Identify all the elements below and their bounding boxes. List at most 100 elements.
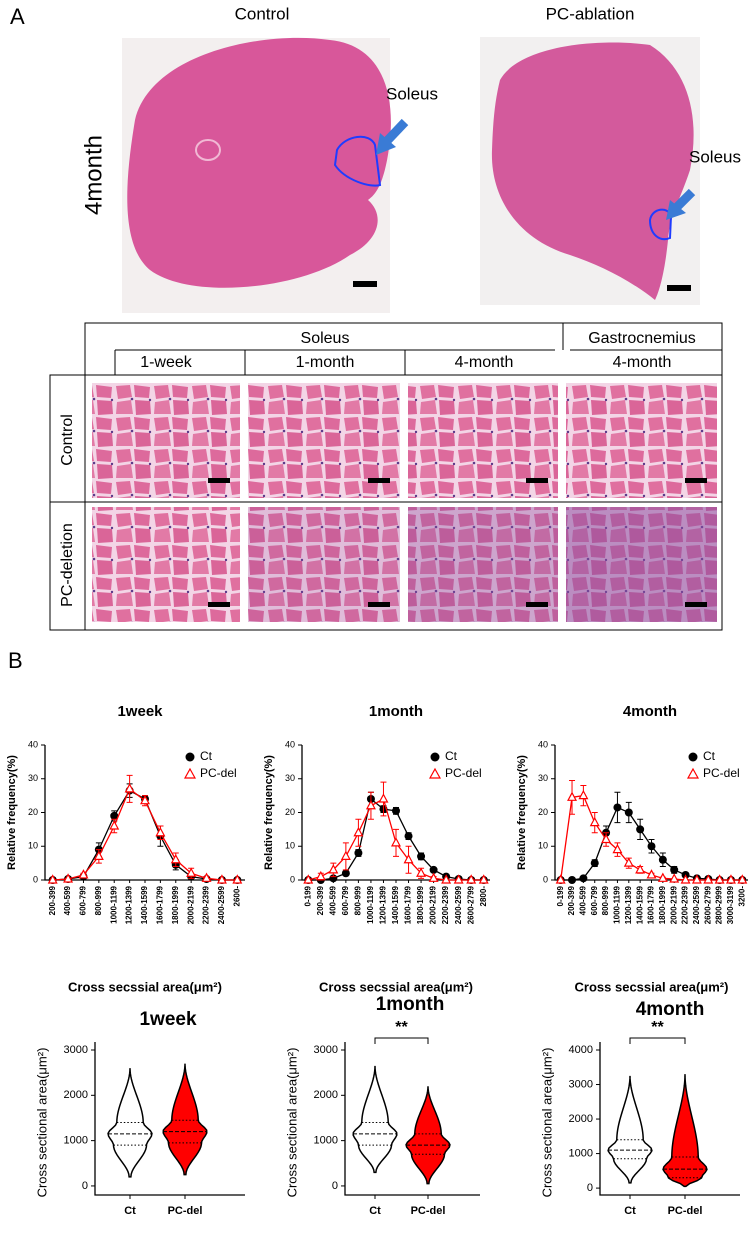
x-tick-label: 2000-2199 [669, 885, 678, 924]
data-point [590, 859, 599, 868]
y-tick-label: 0 [82, 1180, 88, 1192]
data-point [669, 873, 680, 883]
y-axis-label: Relative frequency(%) [516, 755, 528, 870]
scale-bar [526, 602, 548, 607]
x-tick-label: 400-599 [63, 885, 72, 915]
x-tick-label: 600-799 [590, 885, 599, 915]
chart-title: 4month [623, 703, 677, 720]
y-axis-label: Cross sectional area(μm²) [539, 1048, 554, 1198]
x-tick-label: Ct [624, 1205, 636, 1217]
data-point [568, 876, 577, 884]
data-point [670, 865, 679, 874]
data-point [647, 842, 656, 851]
x-tick-label: Ct [369, 1205, 381, 1217]
x-axis-label: Cross secssial area(μm²) [319, 979, 473, 994]
scale-bar [208, 478, 230, 483]
x-tick-label: 600-799 [79, 885, 88, 915]
x-tick-label: 2400-2599 [454, 885, 463, 924]
x-tick-label: 1200-1399 [624, 885, 633, 924]
scale-bar [685, 602, 707, 607]
data-point [232, 874, 243, 884]
violin [162, 1063, 208, 1176]
violin [607, 1075, 653, 1184]
column-title: Control [235, 4, 290, 23]
x-tick-label: 800-999 [94, 885, 103, 915]
data-point [328, 864, 339, 874]
y-tick-label: 1000 [569, 1147, 593, 1159]
axis-line [344, 1042, 480, 1196]
x-tick-label: 600-799 [341, 885, 350, 915]
legend-label: PC-del [445, 766, 482, 780]
data-point [428, 872, 439, 882]
y-tick-label: 40 [538, 739, 548, 749]
scale-bar [208, 602, 230, 607]
x-tick-label: 1800-1999 [658, 885, 667, 924]
data-point [478, 874, 489, 884]
legend-label: Ct [200, 749, 213, 763]
scale-bar [353, 281, 377, 287]
row-header: Control [59, 414, 76, 466]
y-tick-label: 30 [285, 773, 295, 783]
data-point [441, 874, 452, 884]
x-tick-label: 2200-2399 [441, 885, 450, 924]
table-header: 1-month [296, 354, 355, 371]
data-point [391, 837, 401, 847]
x-tick-label: 400-599 [578, 885, 587, 915]
arrow-head [666, 200, 686, 220]
data-point [579, 874, 588, 883]
arrow [672, 188, 696, 212]
data-point [601, 833, 612, 844]
legend-label: PC-del [703, 766, 740, 780]
axis-line [599, 1042, 740, 1196]
y-tick-label: 2000 [314, 1089, 338, 1101]
scale-bar [368, 478, 390, 483]
table-header: Soleus [301, 330, 350, 347]
data-point [341, 869, 350, 878]
row-title: 4month [80, 135, 107, 215]
x-tick-label: 1400-1599 [635, 885, 644, 924]
y-tick-label: 2000 [64, 1089, 88, 1101]
legend-label: Ct [445, 749, 458, 763]
significance-label: ** [395, 1019, 408, 1036]
row-header: PC-deletion [59, 523, 76, 607]
scale-bar [526, 478, 548, 483]
chart-title: 4month [636, 999, 705, 1020]
arrow-head [376, 133, 396, 155]
legend-label: PC-del [200, 766, 237, 780]
legend-marker [428, 767, 442, 779]
table-header: 1-week [140, 354, 193, 371]
data-point [555, 874, 566, 884]
significance-bracket [629, 1037, 686, 1044]
data-point [404, 832, 413, 841]
x-tick-label: PC-del [168, 1205, 203, 1217]
table-header: 4-month [455, 354, 514, 371]
data-point [680, 874, 691, 884]
x-tick-label: PC-del [411, 1205, 446, 1217]
data-point [613, 803, 622, 812]
x-tick-label: 2000-2199 [186, 885, 195, 924]
x-tick-label: Ct [124, 1205, 136, 1217]
x-tick-label: 2400-2599 [217, 885, 226, 924]
significance-bracket [374, 1037, 429, 1044]
data-point [124, 783, 135, 793]
x-tick-label: 1600-1799 [404, 885, 413, 924]
x-tick-label: 1600-1799 [155, 885, 164, 924]
x-tick-label: 1000-1199 [109, 885, 118, 923]
violin [662, 1074, 708, 1188]
data-point [201, 872, 212, 882]
panel-label: B [8, 648, 23, 673]
arrow [382, 118, 409, 146]
y-tick-label: 0 [587, 1182, 593, 1194]
y-tick-label: 2000 [569, 1113, 593, 1125]
y-axis-label: Cross sectional area(μm²) [34, 1048, 49, 1198]
x-axis-label: Cross secssial area(μm²) [68, 979, 222, 994]
y-tick-label: 0 [543, 874, 548, 884]
chart-title: 1month [369, 703, 423, 720]
y-tick-label: 40 [285, 739, 295, 749]
x-tick-label: 200-399 [316, 885, 325, 915]
data-point [353, 826, 364, 837]
data-point [725, 874, 736, 884]
vessel [195, 139, 221, 161]
scale-bar [685, 478, 707, 483]
